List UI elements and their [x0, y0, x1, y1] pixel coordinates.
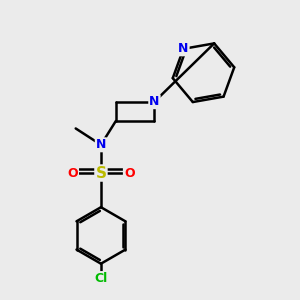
- Text: N: N: [178, 42, 189, 55]
- Text: N: N: [149, 95, 160, 108]
- Text: Cl: Cl: [94, 272, 108, 285]
- Text: O: O: [124, 167, 134, 179]
- Text: S: S: [95, 166, 106, 181]
- Text: O: O: [68, 167, 78, 179]
- Text: N: N: [96, 138, 106, 151]
